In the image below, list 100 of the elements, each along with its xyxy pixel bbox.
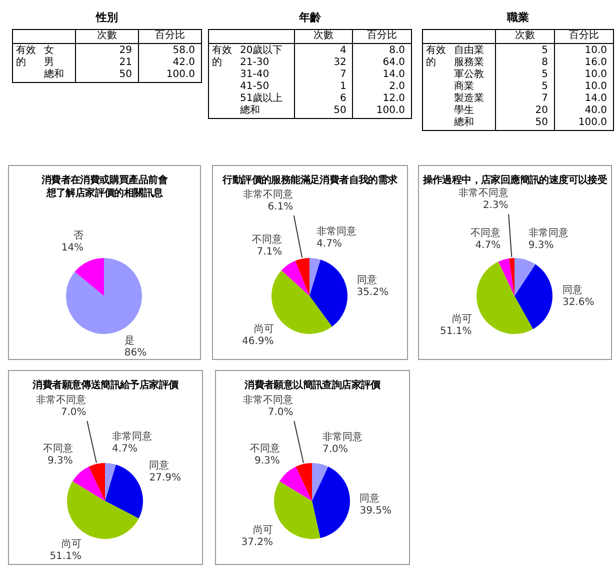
slice-label: 非常同意 (322, 431, 362, 444)
pie-slice (312, 466, 350, 538)
slice-label: 非常同意 (528, 227, 568, 240)
pie-slice (281, 260, 310, 296)
data-label: 10.0 (584, 45, 607, 57)
category-label: 總和 (44, 69, 64, 81)
pie-slice (476, 262, 534, 334)
data-label: 50 (332, 105, 346, 117)
slice-label: 同意 (149, 459, 170, 472)
slice-label: 非常不同意 (458, 187, 508, 200)
slice-label: 不同意 (252, 234, 282, 246)
category-label: 服務業 (454, 57, 484, 69)
category-label: 21-30 (240, 57, 270, 69)
data-label: 4 (339, 45, 346, 57)
pie-slice (295, 258, 310, 296)
chart-title: 消費者在消費或購買產品前會想了解店家評價的相關訊息 (40, 174, 169, 200)
data-label: 42.0 (172, 57, 195, 69)
text: 年齡 (298, 10, 322, 25)
data-label: 100.0 (165, 69, 195, 81)
category-label: 軍公教 (454, 69, 484, 80)
data-label: 5 (540, 45, 548, 57)
chart-title: 消費者願意以簡訊查詢店家評價 (244, 379, 382, 392)
data-label: 29 (118, 45, 132, 57)
pie-slice (105, 464, 143, 518)
data-label: 8.0 (388, 45, 406, 57)
data-label: 14.0 (584, 93, 607, 105)
text: 次數 (76, 30, 138, 44)
data-label: 16.0 (584, 57, 607, 69)
data-label: 46.9% (242, 336, 274, 348)
data-label: 4.7% (475, 240, 501, 252)
slice-label: 非常不同意 (243, 394, 294, 406)
data-label: 8 (540, 57, 548, 69)
data-label: 6 (339, 93, 346, 105)
text: 職業 (506, 10, 530, 25)
text: 有效的 (16, 45, 37, 70)
data-label: 7 (339, 69, 346, 81)
text: 有效的 (426, 45, 447, 70)
pie-slice (498, 258, 514, 296)
pie-slice (514, 264, 552, 330)
data-label: 58.0 (172, 45, 195, 57)
pie-slice (66, 258, 142, 334)
text: 有效的 (212, 45, 233, 70)
data-label: 12.0 (382, 93, 406, 105)
data-label: 51.1% (440, 326, 472, 337)
data-label: 7.0% (322, 444, 348, 456)
data-label: 86% (124, 347, 147, 358)
data-label: 20 (534, 105, 548, 117)
category-label: 總和 (454, 117, 475, 129)
slice-label: 否 (74, 230, 84, 242)
slice-label: 同意 (360, 492, 380, 504)
pie-slice (310, 258, 321, 296)
pie-slice (514, 258, 536, 296)
category-label: 41-50 (240, 81, 270, 92)
pie-slice (72, 466, 105, 501)
data-label: 32 (332, 57, 346, 69)
category-label: 男 (44, 57, 55, 68)
data-label: 5 (540, 69, 548, 81)
category-label: 51歲以上 (240, 93, 283, 104)
category-label: 女 (44, 45, 55, 57)
data-label: 39.5% (360, 505, 392, 516)
text: 性別 (94, 10, 119, 25)
slice-label: 不同意 (470, 227, 501, 240)
data-label: 32.6% (562, 296, 594, 308)
pie-slice (509, 258, 514, 296)
data-label: 100.0 (375, 105, 406, 117)
pie-slice (296, 463, 312, 501)
data-label: 35.2% (356, 286, 389, 298)
text: 次數 (294, 30, 352, 44)
category-label: 學生 (454, 105, 475, 116)
data-label: 9.3% (48, 455, 73, 466)
slice-label: 同意 (356, 274, 377, 286)
data-label: 4.7% (316, 238, 342, 250)
data-label: 7 (540, 93, 548, 105)
text: 百分比 (555, 30, 613, 44)
category-label: 自由業 (454, 45, 484, 56)
slice-label: 尚可 (254, 323, 274, 336)
data-label: 51.1% (50, 550, 82, 562)
category-label: 20歲以下 (240, 45, 283, 57)
pie-slice (310, 260, 348, 327)
data-label: 14.0 (382, 69, 406, 81)
slice-label: 非常同意 (316, 226, 357, 238)
data-label: 21 (118, 57, 132, 69)
data-label: 40.0 (584, 105, 607, 117)
pie-slice (88, 463, 105, 501)
data-label: 50 (534, 117, 548, 129)
category-label: 總和 (240, 105, 261, 117)
text: 百分比 (139, 30, 201, 44)
data-label: 9.3% (528, 240, 554, 252)
data-label: 4.7% (112, 444, 138, 455)
chart-title: 操作過程中，店家回應簡訊的速度可以接受 (422, 174, 608, 187)
slice-label: 尚可 (452, 312, 472, 325)
slice-label: 同意 (562, 284, 582, 296)
data-label: 2.0 (388, 81, 406, 93)
data-label: 37.2% (241, 536, 273, 548)
pie-slice (67, 481, 139, 539)
text: 次數 (496, 30, 554, 44)
slice-label: 是 (124, 335, 134, 346)
data-label: 9.3% (254, 455, 280, 466)
data-label: 14% (61, 242, 84, 254)
slice-label: 非常不同意 (36, 394, 86, 406)
